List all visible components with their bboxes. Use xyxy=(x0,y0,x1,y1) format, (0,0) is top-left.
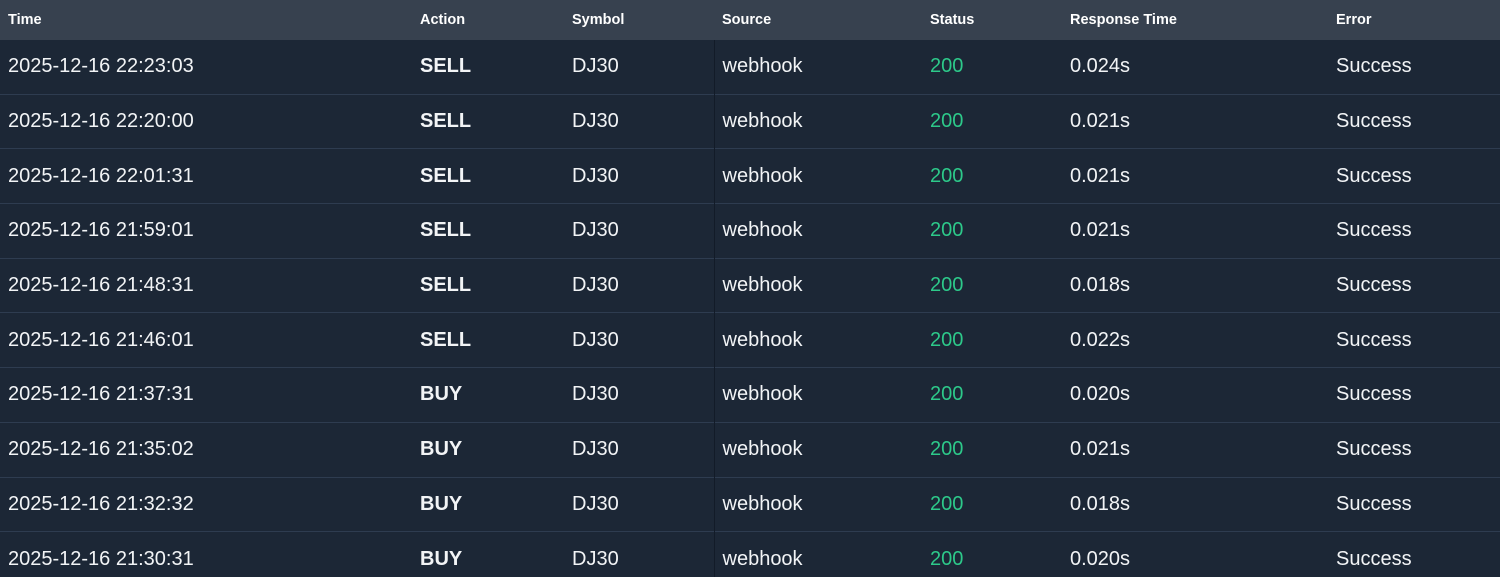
cell-status: 200 xyxy=(922,148,1062,204)
cell-symbol: DJ30 xyxy=(564,531,714,577)
cell-action: SELL xyxy=(412,93,564,149)
cell-status: 200 xyxy=(922,421,1062,477)
cell-error: Success xyxy=(1328,148,1500,204)
cell-symbol: DJ30 xyxy=(564,257,714,313)
cell-action: BUY xyxy=(412,531,564,577)
cell-status: 200 xyxy=(922,257,1062,313)
cell-action: SELL xyxy=(412,312,564,368)
cell-source: webhook xyxy=(713,40,922,95)
table-row: 2025-12-16 22:23:03 SELL DJ30 webhook 200 0.0… xyxy=(0,40,1500,95)
cell-status: 200 xyxy=(922,203,1062,259)
cell-error: Success xyxy=(1328,312,1500,368)
cell-symbol: DJ30 xyxy=(564,148,714,204)
cell-symbol: DJ30 xyxy=(564,421,714,477)
cell-time: 2025-12-16 21:46:01 xyxy=(0,312,412,368)
cell-response_time: 0.021s xyxy=(1062,93,1328,149)
cell-response_time: 0.018s xyxy=(1062,257,1328,313)
cell-symbol: DJ30 xyxy=(564,203,714,259)
cell-error: Success xyxy=(1328,476,1500,532)
cell-source: webhook xyxy=(713,476,922,532)
table-header: Time Action Symbol Source Status Respons… xyxy=(0,0,1500,40)
table-row: 2025-12-16 22:01:31 SELL DJ30 webhook 200 0.0… xyxy=(0,148,1500,204)
cell-response_time: 0.021s xyxy=(1062,203,1328,259)
column-header-time: Time xyxy=(0,0,412,40)
cell-response_time: 0.020s xyxy=(1062,367,1328,423)
column-header-response-time: Response Time xyxy=(1062,0,1328,40)
cell-action: BUY xyxy=(412,476,564,532)
cell-source: webhook xyxy=(713,148,922,204)
column-header-error: Error xyxy=(1328,0,1500,40)
cell-symbol: DJ30 xyxy=(564,93,714,149)
cell-error: Success xyxy=(1328,421,1500,477)
table-row: 2025-12-16 21:32:32 BUY DJ30 webhook 200 0.01… xyxy=(0,476,1500,532)
column-header-source: Source xyxy=(714,0,922,40)
cell-symbol: DJ30 xyxy=(564,476,714,532)
cell-action: SELL xyxy=(420,55,472,78)
cell-response_time: 0.024s xyxy=(1070,55,1131,78)
cell-error: Success xyxy=(1328,93,1500,149)
cell-time: 2025-12-16 22:20:00 xyxy=(0,93,412,149)
cell-status: 200 xyxy=(922,531,1062,577)
cell-action: SELL xyxy=(412,257,564,313)
cell-symbol: DJ30 xyxy=(572,55,619,78)
table-row: 2025-12-16 21:46:01 SELL DJ30 webhook 200 0.0… xyxy=(0,312,1500,368)
log-table-body: 2025-12-16 22:23:03 SELL DJ30 webhook 200 0.0… xyxy=(0,40,1500,577)
cell-response_time: 0.021s xyxy=(1062,148,1328,204)
cell-source: webhook xyxy=(713,312,922,368)
table-row: 2025-12-16 21:48:31 SELL DJ30 webhook 200 0.0… xyxy=(0,257,1500,313)
cell-status: 200 xyxy=(922,476,1062,532)
cell-time: 2025-12-16 22:23:03 xyxy=(8,55,194,78)
cell-time: 2025-12-16 21:59:01 xyxy=(0,203,412,259)
cell-action: SELL xyxy=(412,148,564,204)
cell-error: Success xyxy=(1328,257,1500,313)
table-row: 2025-12-16 21:30:31 BUY DJ30 webhook 200 0.02… xyxy=(0,531,1500,577)
cell-symbol: DJ30 xyxy=(564,312,714,368)
cell-action: SELL xyxy=(412,203,564,259)
cell-action: BUY xyxy=(412,421,564,477)
cell-source: webhook xyxy=(713,93,922,149)
cell-status: 200 xyxy=(930,55,964,78)
table-row: 2025-12-16 21:59:01 SELL DJ30 webhook 200 0.0… xyxy=(0,203,1500,259)
cell-error: Success xyxy=(1328,367,1500,423)
header-row: Time Action Symbol Source Status Respons… xyxy=(0,0,1500,40)
cell-error: Success xyxy=(1336,55,1412,78)
cell-time: 2025-12-16 21:30:31 xyxy=(0,531,412,577)
cell-action: BUY xyxy=(412,367,564,423)
cell-status: 200 xyxy=(922,93,1062,149)
cell-error: Success xyxy=(1328,203,1500,259)
cell-response_time: 0.018s xyxy=(1062,476,1328,532)
cell-time: 2025-12-16 22:01:31 xyxy=(0,148,412,204)
cell-response_time: 0.021s xyxy=(1062,421,1328,477)
cell-status: 200 xyxy=(922,367,1062,423)
cell-source: webhook xyxy=(713,421,922,477)
table-row: 2025-12-16 21:37:31 BUY DJ30 webhook 200 0.02… xyxy=(0,367,1500,423)
column-header-action: Action xyxy=(412,0,564,40)
cell-response_time: 0.020s xyxy=(1062,531,1328,577)
table-row: 2025-12-16 21:35:02 BUY DJ30 webhook 200 0.02… xyxy=(0,421,1500,477)
column-header-symbol: Symbol xyxy=(564,0,714,40)
cell-status: 200 xyxy=(922,312,1062,368)
column-header-status: Status xyxy=(922,0,1062,40)
cell-source: webhook xyxy=(713,367,922,423)
cell-time: 2025-12-16 21:37:31 xyxy=(0,367,412,423)
cell-time: 2025-12-16 21:32:32 xyxy=(0,476,412,532)
cell-source: webhook xyxy=(713,203,922,259)
cell-response_time: 0.022s xyxy=(1062,312,1328,368)
cell-time: 2025-12-16 21:35:02 xyxy=(0,421,412,477)
cell-source: webhook xyxy=(713,531,922,577)
cell-time: 2025-12-16 21:48:31 xyxy=(0,257,412,313)
table-row: 2025-12-16 22:20:00 SELL DJ30 webhook 200 0.0… xyxy=(0,93,1500,149)
cell-source: webhook xyxy=(713,257,922,313)
cell-error: Success xyxy=(1328,531,1500,577)
cell-symbol: DJ30 xyxy=(564,367,714,423)
